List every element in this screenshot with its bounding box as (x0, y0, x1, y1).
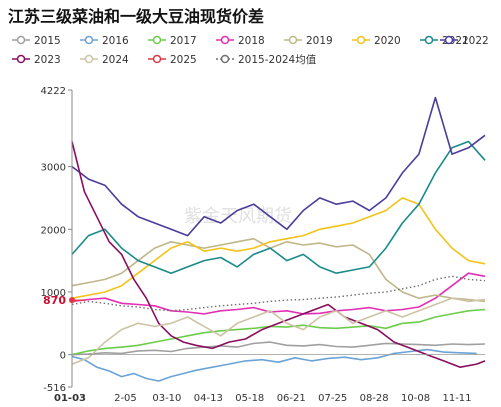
legend-item-10[interactable]: 2024 (80, 54, 129, 66)
series-layer (71, 96, 486, 382)
y-tick-label: 1000 (41, 288, 66, 299)
legend-item-5[interactable]: 2019 (284, 35, 333, 47)
x-tick-label: 10-08 (401, 393, 430, 404)
legend-label: 2018 (238, 35, 265, 47)
y-tick-label: 4222 (41, 86, 66, 97)
series-line-1 (71, 341, 486, 356)
legend-item-6[interactable]: 2020 (352, 35, 401, 47)
series-line-4 (71, 272, 486, 315)
legend-swatch-marker (84, 35, 94, 45)
legend-label: 2015 (34, 35, 61, 47)
legend-swatch-marker (444, 35, 454, 45)
legend-label: 2024 (102, 54, 129, 66)
legend-swatch-marker (152, 54, 162, 64)
legend-swatch-marker (288, 35, 298, 45)
legend-item-2[interactable]: 2016 (80, 35, 129, 47)
y-tick-label: -516 (43, 383, 66, 394)
legend-swatch-marker (16, 35, 26, 45)
legend-item-3[interactable]: 2017 (148, 35, 197, 47)
series-line-6 (71, 197, 486, 299)
legend-label: 2017 (170, 35, 197, 47)
series-line-10 (71, 297, 486, 365)
axes-layer: -516 0 1000 2000 3000 4222 01-03 2-05 03-10 04-13… (41, 86, 485, 404)
x-tick-label: 07-25 (318, 393, 347, 404)
y-tick-label: 2000 (41, 225, 66, 236)
marker-layer: 870 (43, 294, 86, 307)
legend-label: 2019 (306, 35, 333, 47)
legend-item-4[interactable]: 2018 (216, 35, 265, 47)
series-line-9 (71, 141, 486, 369)
series-line-3 (71, 308, 486, 356)
series-line-7 (71, 140, 486, 275)
legend-swatch-marker (84, 54, 94, 64)
series-line-5 (71, 237, 486, 303)
x-tick-label: 04-13 (194, 393, 223, 404)
series-line-2 (71, 348, 477, 382)
legend-swatch-marker (220, 35, 230, 45)
legend-label: 2023 (34, 54, 61, 66)
watermark: 紫金天风期货 (184, 206, 292, 227)
legend-label: 2020 (374, 35, 401, 47)
x-tick-label: 05-18 (235, 393, 264, 404)
legend-label: 2025 (170, 54, 197, 66)
marker-dot (69, 297, 75, 304)
chart-title: 江苏三级菜油和一级大豆油现货价差 (8, 7, 265, 26)
x-tick-label: 03-10 (152, 393, 181, 404)
x-tick-label: 2-05 (114, 393, 137, 404)
legend-swatch-marker (356, 35, 366, 45)
y-tick-label: 3000 (41, 163, 66, 174)
legend-label: 2022 (462, 35, 489, 47)
legend-label: 2015-2024均值 (238, 53, 317, 66)
legend-swatch-marker (424, 35, 434, 45)
series-line-8 (71, 96, 486, 237)
legend-item-9[interactable]: 2023 (12, 54, 61, 66)
x-tick-label: 08-28 (360, 393, 389, 404)
x-tick-label: 06-21 (277, 393, 306, 404)
legend-item-8[interactable]: 2022 (440, 35, 489, 47)
x-tick-label: 11-11 (442, 393, 471, 404)
legend-label: 2016 (102, 35, 129, 47)
legend-swatch-marker (152, 35, 162, 45)
x-tick-label: 01-03 (54, 393, 86, 404)
legend-item-12[interactable]: 2015-2024均值 (216, 53, 317, 66)
legend-swatch-marker (220, 54, 230, 64)
y-tick-label: 0 (60, 351, 66, 362)
marker-value-label: 870 (43, 294, 66, 307)
legend-swatch-marker (16, 54, 26, 64)
legend-item-11[interactable]: 2025 (148, 54, 197, 66)
legend-item-1[interactable]: 2015 (12, 35, 61, 47)
